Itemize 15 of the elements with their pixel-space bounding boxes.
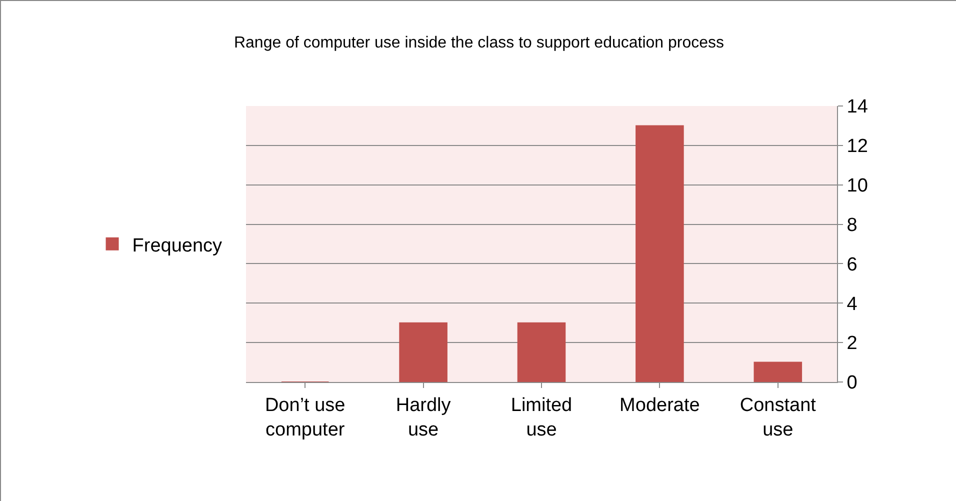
x-tick-label: Hardly use bbox=[396, 394, 452, 440]
y-tick-label: 0 bbox=[846, 372, 858, 394]
y-tick-label: 8 bbox=[846, 214, 858, 236]
x-tick-label: Moderate bbox=[620, 394, 700, 416]
x-tick-label: Limited use bbox=[510, 394, 572, 440]
legend-label: Frequency bbox=[132, 235, 223, 256]
y-tick-label: 6 bbox=[846, 254, 858, 276]
y-tick-label: 10 bbox=[846, 176, 868, 197]
y-tick-label: 4 bbox=[846, 294, 858, 315]
chart-title: Range of computer use inside the class to support education process bbox=[234, 34, 724, 52]
x-tick-label: Constant use bbox=[740, 394, 817, 440]
y-tick-label: 2 bbox=[846, 333, 858, 354]
x-tick-label: Don’t use computer bbox=[264, 394, 346, 440]
y-tick-label: 14 bbox=[846, 96, 868, 118]
y-tick-label: 12 bbox=[846, 136, 868, 158]
